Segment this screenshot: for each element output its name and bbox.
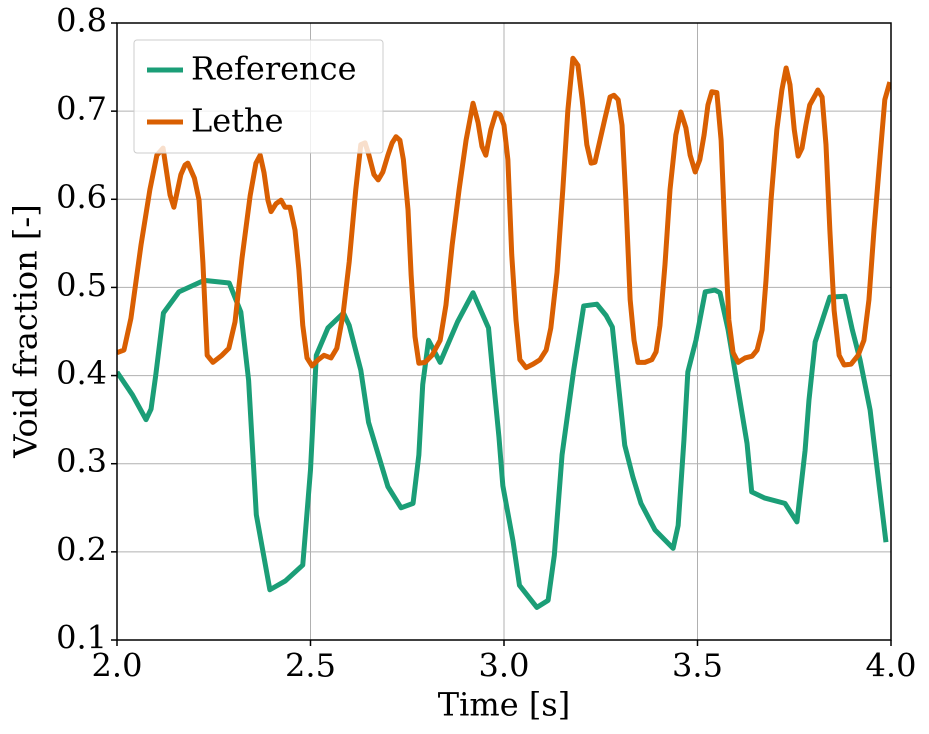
series-line	[117, 277, 889, 610]
x-tick-label: 4.0	[866, 647, 917, 685]
x-tick-label: 2.5	[285, 647, 336, 685]
x-tick-label: 3.0	[479, 647, 530, 685]
y-tick-label: 0.2	[56, 530, 107, 568]
y-axis-label: Void fraction [-]	[7, 204, 45, 458]
y-tick-label: 0.4	[56, 354, 107, 392]
y-tick-label: 0.6	[56, 178, 107, 216]
plot-frame	[116, 22, 892, 641]
y-tick-label: 0.7	[56, 90, 107, 128]
y-tick-label: 0.8	[56, 2, 107, 40]
series-line	[117, 55, 891, 371]
y-tick-label: 0.5	[56, 266, 107, 304]
legend-box	[133, 39, 384, 154]
x-tick-label: 3.5	[672, 647, 723, 685]
y-tick-label: 0.1	[56, 619, 107, 657]
legend-label: Reference	[191, 50, 357, 88]
x-axis-label: Time [s]	[438, 686, 570, 724]
legend-label: Lethe	[191, 102, 284, 140]
y-tick-label: 0.3	[56, 442, 107, 480]
x-tick-label: 2.0	[92, 647, 143, 685]
